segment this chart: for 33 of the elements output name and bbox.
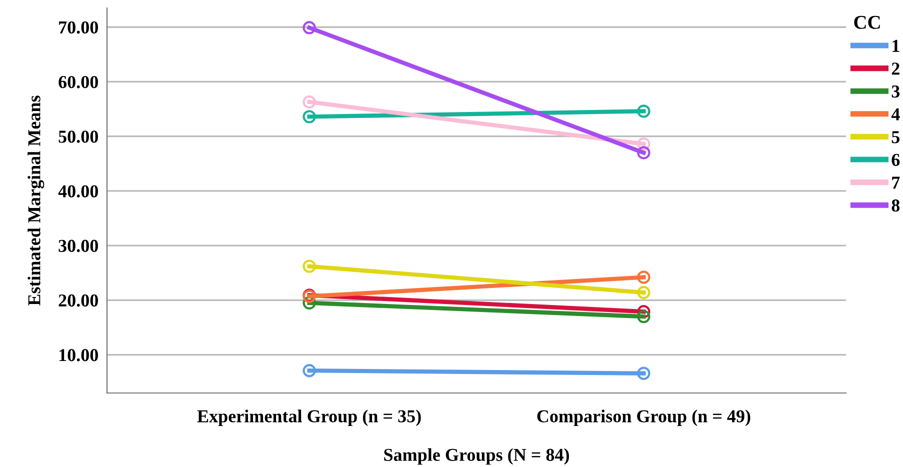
point: [637, 286, 650, 300]
y-tick-label: 10.00: [59, 349, 98, 362]
y-tick-label: 40.00: [58, 185, 98, 198]
x-tick-label: Experimental Group (n = 35): [197, 410, 421, 426]
point: [302, 260, 316, 273]
legend-label: 8: [892, 199, 900, 212]
point: [637, 146, 650, 160]
point: [302, 95, 316, 109]
x-axis-title: Sample Groups (N = 84): [384, 448, 569, 465]
y-tick-label: 30.00: [58, 240, 98, 252]
legend-label: 7: [892, 176, 900, 189]
legend-label: 5: [892, 131, 900, 144]
point: [637, 137, 650, 151]
point: [637, 104, 650, 118]
y-tick-label: 70.00: [59, 21, 98, 34]
point: [302, 364, 316, 378]
legend-label: 6: [892, 154, 900, 166]
y-tick-label: 60.00: [58, 76, 98, 88]
legend-label: 3: [892, 85, 900, 98]
y-tick-label: 20.00: [58, 294, 98, 307]
point: [637, 310, 650, 324]
legend-label: 1: [892, 40, 900, 52]
legend-label: 4: [891, 108, 900, 120]
x-tick-label: Comparison Group (n = 49): [537, 410, 750, 426]
legend-label: 2: [892, 62, 900, 75]
point: [302, 110, 316, 124]
point: [637, 270, 650, 284]
y-axis-title: Estimated Marginal Means: [28, 96, 44, 306]
legend-title: CC: [854, 16, 880, 29]
point: [302, 21, 316, 34]
y-tick-label: 50.00: [58, 130, 98, 143]
point: [302, 296, 316, 310]
point: [637, 366, 650, 380]
